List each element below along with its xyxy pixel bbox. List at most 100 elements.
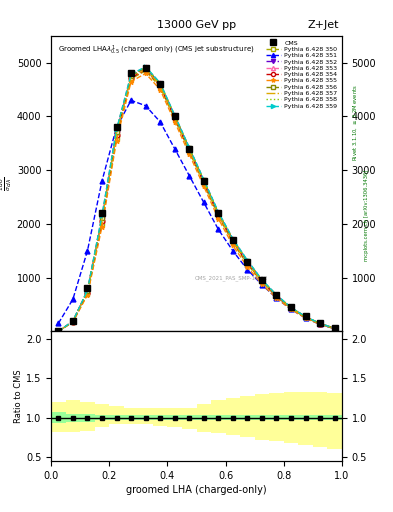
CMS <box>100 210 105 216</box>
Line: Pythia 6.428 351: Pythia 6.428 351 <box>56 98 337 331</box>
Pythia 6.428 355 <box>85 292 90 298</box>
Pythia 6.428 353 <box>56 328 61 334</box>
Pythia 6.428 353 <box>332 325 337 331</box>
Pythia 6.428 355 <box>332 326 337 332</box>
Pythia 6.428 351 <box>274 295 279 301</box>
Pythia 6.428 356 <box>100 215 105 221</box>
Pythia 6.428 350 <box>260 279 264 285</box>
Pythia 6.428 353 <box>143 64 148 70</box>
Pythia 6.428 350 <box>173 116 177 122</box>
Pythia 6.428 353 <box>158 80 163 86</box>
Pythia 6.428 352 <box>85 288 90 294</box>
Pythia 6.428 357 <box>318 321 323 327</box>
Pythia 6.428 355 <box>158 87 163 93</box>
Pythia 6.428 358 <box>71 318 75 324</box>
Pythia 6.428 355 <box>202 183 206 189</box>
Pythia 6.428 355 <box>129 78 134 84</box>
Pythia 6.428 354 <box>260 279 264 285</box>
Pythia 6.428 352 <box>245 259 250 265</box>
Pythia 6.428 358 <box>100 214 105 220</box>
Pythia 6.428 350 <box>143 68 148 74</box>
Pythia 6.428 353 <box>318 321 323 327</box>
Pythia 6.428 358 <box>202 177 206 183</box>
Pythia 6.428 352 <box>260 278 264 284</box>
Pythia 6.428 354 <box>202 180 206 186</box>
CMS <box>245 259 250 265</box>
Pythia 6.428 356 <box>260 277 264 283</box>
Pythia 6.428 352 <box>129 73 134 79</box>
Line: Pythia 6.428 357: Pythia 6.428 357 <box>59 69 335 331</box>
CMS <box>216 210 221 216</box>
Pythia 6.428 351 <box>173 145 177 152</box>
Pythia 6.428 356 <box>85 288 90 294</box>
Pythia 6.428 358 <box>129 72 134 78</box>
Pythia 6.428 358 <box>173 113 177 119</box>
Pythia 6.428 355 <box>71 319 75 325</box>
CMS <box>71 317 75 324</box>
Pythia 6.428 357 <box>260 278 264 284</box>
Pythia 6.428 355 <box>274 295 279 301</box>
Pythia 6.428 353 <box>187 144 192 151</box>
Pythia 6.428 359 <box>187 144 192 151</box>
Pythia 6.428 359 <box>231 236 235 242</box>
Pythia 6.428 351 <box>260 282 264 288</box>
Pythia 6.428 351 <box>289 306 294 312</box>
Pythia 6.428 351 <box>143 102 148 109</box>
CMS <box>289 304 294 310</box>
Pythia 6.428 354 <box>231 239 235 245</box>
Line: Pythia 6.428 355: Pythia 6.428 355 <box>56 71 337 334</box>
Pythia 6.428 354 <box>332 326 337 332</box>
Pythia 6.428 350 <box>56 328 61 334</box>
Pythia 6.428 350 <box>231 240 235 246</box>
CMS <box>260 278 264 284</box>
Pythia 6.428 353 <box>85 288 90 294</box>
Pythia 6.428 358 <box>187 145 192 151</box>
Pythia 6.428 355 <box>114 138 119 144</box>
Pythia 6.428 354 <box>158 83 163 89</box>
Pythia 6.428 358 <box>332 325 337 331</box>
Pythia 6.428 357 <box>231 238 235 244</box>
Pythia 6.428 351 <box>85 248 90 254</box>
Pythia 6.428 359 <box>216 209 221 215</box>
Line: Pythia 6.428 352: Pythia 6.428 352 <box>56 66 337 334</box>
Pythia 6.428 358 <box>143 64 148 70</box>
Pythia 6.428 356 <box>143 65 148 71</box>
Line: Pythia 6.428 350: Pythia 6.428 350 <box>56 68 337 334</box>
Pythia 6.428 352 <box>187 145 192 152</box>
Pythia 6.428 350 <box>303 314 308 321</box>
Pythia 6.428 353 <box>303 314 308 320</box>
Pythia 6.428 351 <box>332 326 337 332</box>
Pythia 6.428 353 <box>216 209 221 215</box>
Pythia 6.428 355 <box>143 70 148 76</box>
Pythia 6.428 350 <box>202 181 206 187</box>
Pythia 6.428 359 <box>260 276 264 283</box>
Pythia 6.428 352 <box>216 210 221 216</box>
Pythia 6.428 358 <box>56 328 61 334</box>
Pythia 6.428 356 <box>202 177 206 183</box>
Pythia 6.428 355 <box>100 224 105 230</box>
Pythia 6.428 350 <box>216 213 221 219</box>
Pythia 6.428 359 <box>114 126 119 133</box>
CMS <box>173 113 177 119</box>
Pythia 6.428 359 <box>158 80 163 86</box>
Pythia 6.428 352 <box>143 65 148 71</box>
Pythia 6.428 350 <box>274 293 279 300</box>
Y-axis label: $\frac{1}{\sigma}\frac{d\sigma}{d\lambda}$: $\frac{1}{\sigma}\frac{d\sigma}{d\lambda… <box>0 177 14 191</box>
Pythia 6.428 351 <box>187 173 192 179</box>
Pythia 6.428 352 <box>202 178 206 184</box>
Pythia 6.428 353 <box>100 213 105 219</box>
Pythia 6.428 355 <box>187 151 192 157</box>
CMS <box>187 145 192 152</box>
CMS <box>56 328 61 334</box>
Pythia 6.428 350 <box>318 321 323 327</box>
Pythia 6.428 354 <box>100 218 105 224</box>
Pythia 6.428 353 <box>289 305 294 311</box>
Pythia 6.428 352 <box>114 130 119 136</box>
Pythia 6.428 355 <box>303 315 308 321</box>
CMS <box>85 285 90 291</box>
Pythia 6.428 350 <box>85 291 90 297</box>
Pythia 6.428 352 <box>56 328 61 334</box>
Pythia 6.428 351 <box>100 178 105 184</box>
Text: mcplots.cern.ch [arXiv:1306.3436]: mcplots.cern.ch [arXiv:1306.3436] <box>364 169 369 261</box>
Pythia 6.428 356 <box>318 321 323 327</box>
